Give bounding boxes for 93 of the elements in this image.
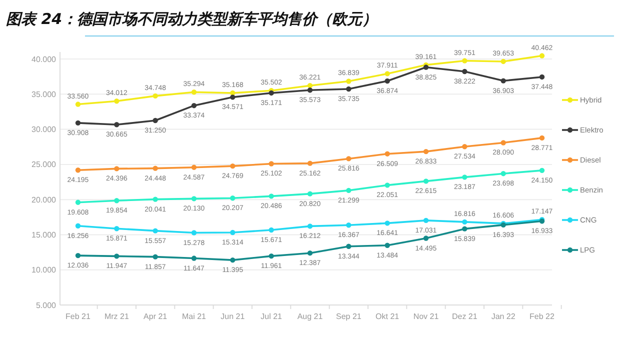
- point: [152, 166, 158, 171]
- x-tick-label: Feb 22: [530, 312, 556, 321]
- point: [191, 90, 197, 95]
- point: [307, 88, 313, 93]
- point: [307, 191, 313, 196]
- point: [114, 226, 120, 232]
- point: [423, 64, 429, 70]
- point: [346, 78, 352, 84]
- point: [346, 244, 352, 249]
- y-tick-label: 15.000: [32, 230, 57, 240]
- point: [346, 222, 352, 228]
- point: [384, 182, 390, 188]
- y-tick-label: 25.000: [32, 160, 57, 170]
- point: [75, 200, 81, 205]
- point: [114, 166, 120, 172]
- point: [268, 227, 274, 233]
- point: [307, 82, 313, 88]
- x-tick-label: Feb 21: [66, 312, 92, 321]
- point: [268, 90, 274, 96]
- point: [75, 252, 81, 258]
- point: [75, 223, 81, 228]
- point: [423, 218, 429, 224]
- point: [307, 224, 313, 229]
- point: [384, 220, 390, 226]
- point: [462, 174, 468, 180]
- point: [230, 230, 236, 236]
- x-tick-label: Sep 21: [336, 312, 362, 321]
- point: [268, 161, 274, 166]
- point: [500, 140, 506, 146]
- point: [307, 250, 313, 256]
- point: [268, 253, 274, 259]
- point: [191, 164, 197, 170]
- point: [75, 168, 81, 173]
- point: [191, 256, 197, 261]
- point: [539, 168, 545, 174]
- chart-title: 图表 24：德国市场不同动力类型新车平均售价（欧元）: [6, 10, 378, 28]
- point: [423, 178, 429, 184]
- point: [462, 144, 468, 150]
- point: [384, 242, 390, 248]
- point: [462, 219, 468, 225]
- point: [384, 71, 390, 76]
- point: [152, 93, 158, 99]
- point: [114, 254, 120, 259]
- point: [500, 170, 506, 176]
- point: [114, 198, 120, 204]
- point: [152, 254, 158, 260]
- point: [191, 102, 197, 108]
- point: [114, 98, 120, 104]
- point: [346, 188, 352, 194]
- x-tick-label: Jun 21: [220, 312, 246, 321]
- point: [462, 58, 468, 64]
- x-tick-label: Aug 21: [297, 312, 324, 321]
- point: [268, 194, 274, 199]
- point: [114, 122, 120, 128]
- point: [346, 156, 352, 162]
- point: [539, 53, 545, 58]
- point: [152, 196, 158, 202]
- x-tick-label: Nov 21: [413, 312, 440, 321]
- x-tick-label: Jan 22: [491, 312, 516, 321]
- point: [462, 68, 468, 74]
- y-tick-label: 30.000: [32, 125, 57, 134]
- x-tick-label: Mai 21: [182, 312, 207, 321]
- point: [75, 120, 81, 126]
- y-tick-label: 35.000: [32, 90, 57, 99]
- point: [152, 228, 158, 234]
- point: [462, 226, 468, 232]
- x-tick-label: Dez 21: [452, 312, 478, 321]
- point: [230, 196, 236, 201]
- point: [230, 163, 236, 169]
- y-tick-label: 20.000: [32, 195, 57, 204]
- point: [500, 78, 506, 84]
- x-tick-label: Jul 21: [260, 312, 283, 321]
- point: [152, 118, 158, 124]
- point: [346, 86, 352, 92]
- point: [75, 102, 81, 107]
- y-tick-label: 10.000: [32, 266, 57, 275]
- point: [307, 160, 313, 166]
- y-tick-label: 5.000: [36, 300, 57, 310]
- point: [191, 196, 197, 202]
- y-tick-label: 40.000: [32, 54, 57, 64]
- x-tick-label: Apr 21: [144, 312, 168, 321]
- point: [423, 148, 429, 154]
- point: [539, 74, 545, 80]
- x-tick-label: Mrz 21: [104, 312, 130, 321]
- point: [423, 236, 429, 241]
- point: [191, 230, 197, 236]
- point: [500, 58, 506, 64]
- point: [384, 151, 390, 156]
- point: [230, 94, 236, 100]
- point: [384, 78, 390, 84]
- point: [539, 135, 545, 141]
- x-tick-label: Okt 21: [376, 312, 400, 321]
- point: [230, 257, 236, 263]
